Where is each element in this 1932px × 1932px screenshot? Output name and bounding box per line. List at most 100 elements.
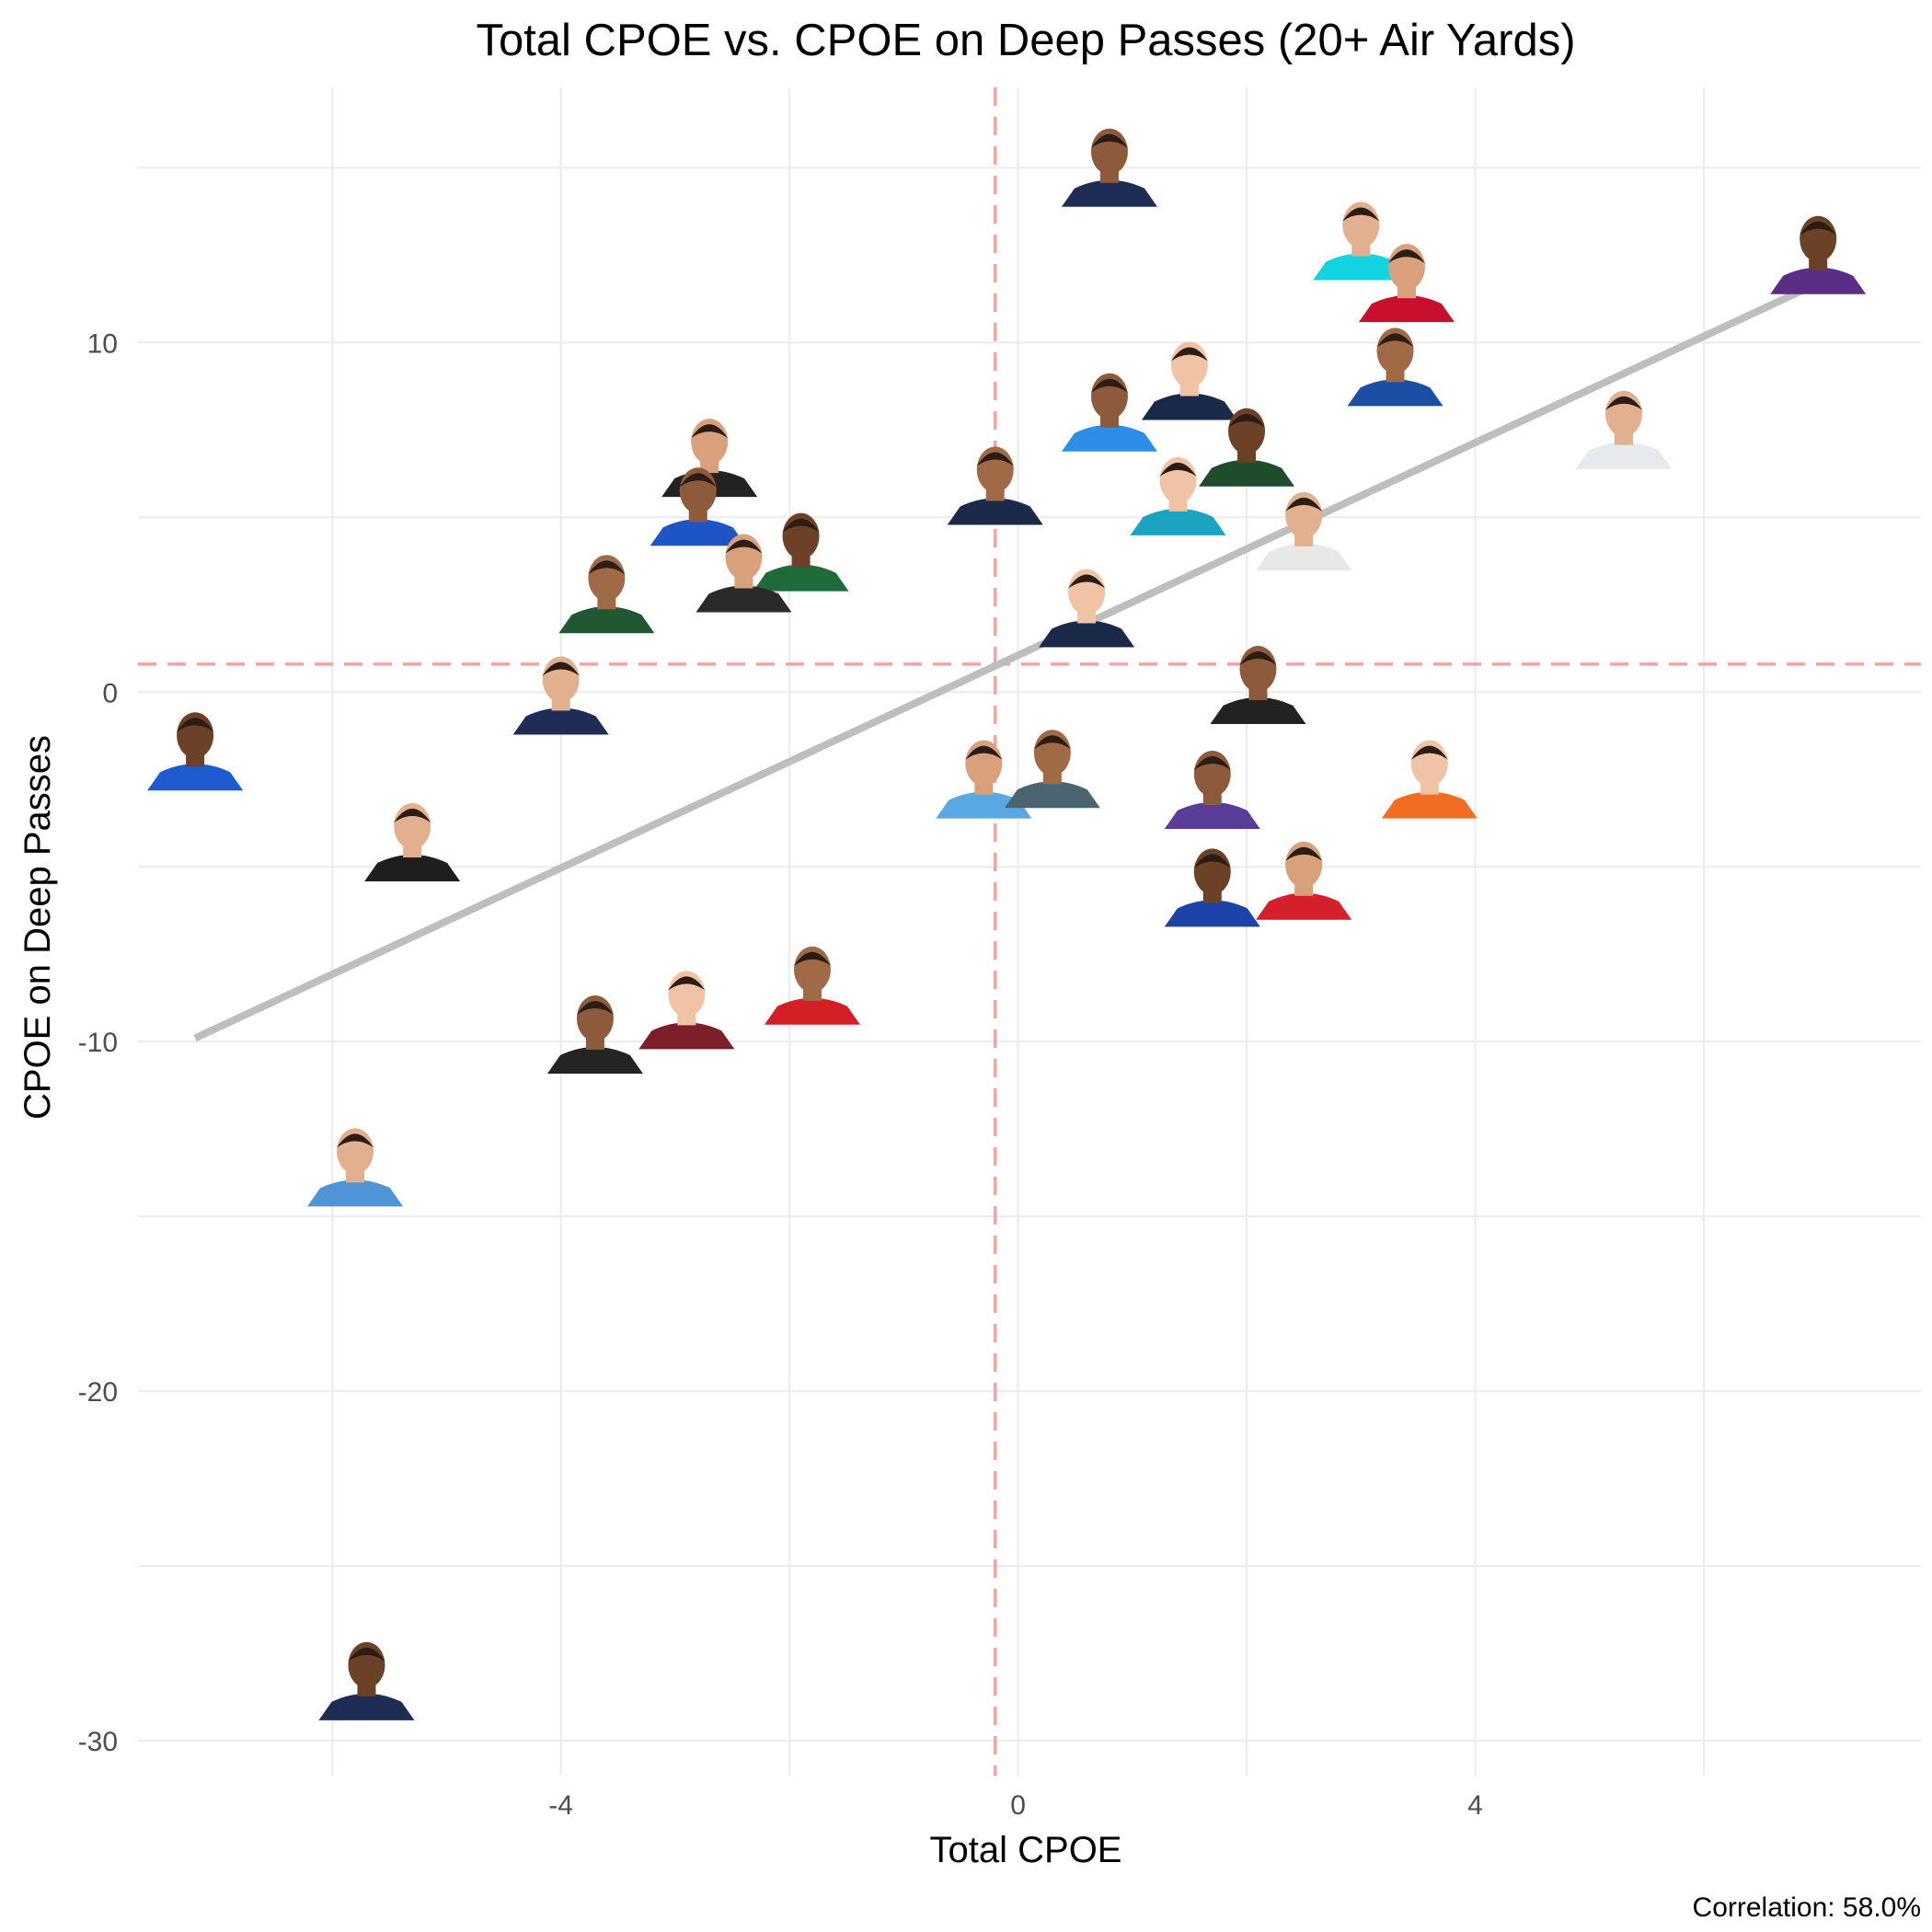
player-hair <box>976 452 1014 466</box>
player-hair <box>691 424 729 439</box>
player-point <box>753 512 849 592</box>
player-hair <box>725 539 763 554</box>
y-tick-label: 10 <box>87 328 118 359</box>
player-jersey <box>753 564 849 592</box>
player-hair <box>1193 854 1231 868</box>
grid <box>138 87 1921 1776</box>
player-point <box>1164 751 1260 830</box>
player-jersey <box>1061 424 1157 452</box>
player-point <box>1576 390 1672 469</box>
player-jersey <box>558 606 655 634</box>
player-point <box>364 803 461 882</box>
player-jersey <box>1210 697 1306 725</box>
player-hair <box>1410 745 1448 760</box>
x-tick-label: 4 <box>1467 1790 1483 1821</box>
chart-title: Total CPOE vs. CPOE on Deep Passes (20+ … <box>476 16 1575 65</box>
player-point <box>1039 569 1135 648</box>
player-point <box>318 1641 415 1720</box>
player-point <box>1256 491 1352 570</box>
player-hair <box>1376 333 1414 348</box>
player-jersey <box>947 498 1043 525</box>
player-hair <box>1033 735 1071 750</box>
player-jersey <box>364 855 461 882</box>
x-tick-label: -4 <box>548 1790 573 1821</box>
player-hair <box>793 951 831 966</box>
player-jersey <box>1256 892 1352 920</box>
player-jersey <box>546 1046 643 1074</box>
player-jersey <box>1381 791 1478 819</box>
player-jersey <box>1164 900 1260 927</box>
player-hair <box>1170 347 1208 362</box>
player-hair <box>1193 756 1231 771</box>
x-tick-label: 0 <box>1010 1790 1026 1821</box>
y-tick-label: -10 <box>78 1028 118 1058</box>
player-hair <box>1159 462 1197 477</box>
player-jersey <box>1256 543 1352 570</box>
player-hair <box>177 718 214 732</box>
player-jersey <box>1199 459 1295 487</box>
player-point <box>1164 848 1260 927</box>
player-hair <box>542 661 580 676</box>
player-point <box>650 467 746 546</box>
player-hair <box>965 745 1003 760</box>
player-jersey <box>1358 295 1455 323</box>
player-point <box>1141 341 1237 420</box>
player-hair <box>1387 249 1425 264</box>
player-jersey <box>638 1022 735 1050</box>
player-point <box>936 740 1032 819</box>
y-tick-label: -20 <box>78 1377 118 1408</box>
player-jersey <box>1039 620 1135 648</box>
player-jersey <box>1164 802 1260 830</box>
player-jersey <box>696 585 792 613</box>
player-hair <box>1228 413 1266 428</box>
player-hair <box>679 473 717 488</box>
player-points <box>147 128 1867 1720</box>
player-jersey <box>936 791 1032 819</box>
player-point <box>1199 408 1295 487</box>
player-jersey <box>1130 508 1226 535</box>
player-hair <box>782 518 820 533</box>
x-axis-title: Total CPOE <box>930 1830 1122 1870</box>
player-hair <box>1090 133 1128 148</box>
player-point <box>947 446 1043 525</box>
trend-line <box>193 280 1820 1042</box>
player-point <box>1061 128 1157 207</box>
player-hair <box>348 1647 385 1662</box>
player-hair <box>1605 396 1642 410</box>
player-point <box>1061 373 1157 452</box>
player-hair <box>1239 651 1277 666</box>
trend-line-segment <box>193 280 1820 1042</box>
player-point <box>1347 328 1443 407</box>
player-hair <box>576 1000 614 1015</box>
player-hair <box>1285 497 1323 512</box>
player-point <box>1358 244 1455 323</box>
player-point <box>546 995 643 1074</box>
player-jersey <box>318 1693 415 1720</box>
player-hair <box>1800 221 1837 236</box>
player-point <box>696 534 792 613</box>
y-tick-label: 0 <box>102 678 118 708</box>
player-point <box>1256 841 1352 920</box>
player-jersey <box>1004 781 1100 809</box>
player-point <box>307 1128 404 1207</box>
reference-lines <box>138 87 1921 1776</box>
player-point <box>1210 646 1306 725</box>
player-point <box>1004 730 1100 809</box>
player-jersey <box>147 764 244 791</box>
tick-labels: -4 0 4 -30 -20 -10 0 10 <box>78 328 1483 1821</box>
player-hair <box>337 1133 374 1148</box>
player-point <box>764 946 860 1025</box>
player-point <box>147 712 244 791</box>
player-jersey <box>764 997 860 1025</box>
player-hair <box>1285 846 1323 861</box>
player-jersey <box>512 707 609 735</box>
player-point <box>512 656 609 735</box>
player-jersey <box>1141 393 1237 420</box>
player-jersey <box>1576 442 1672 469</box>
player-jersey <box>1313 253 1409 281</box>
player-jersey <box>1770 267 1867 294</box>
player-point <box>1313 201 1409 281</box>
player-jersey <box>650 519 746 546</box>
player-point <box>1770 215 1867 294</box>
